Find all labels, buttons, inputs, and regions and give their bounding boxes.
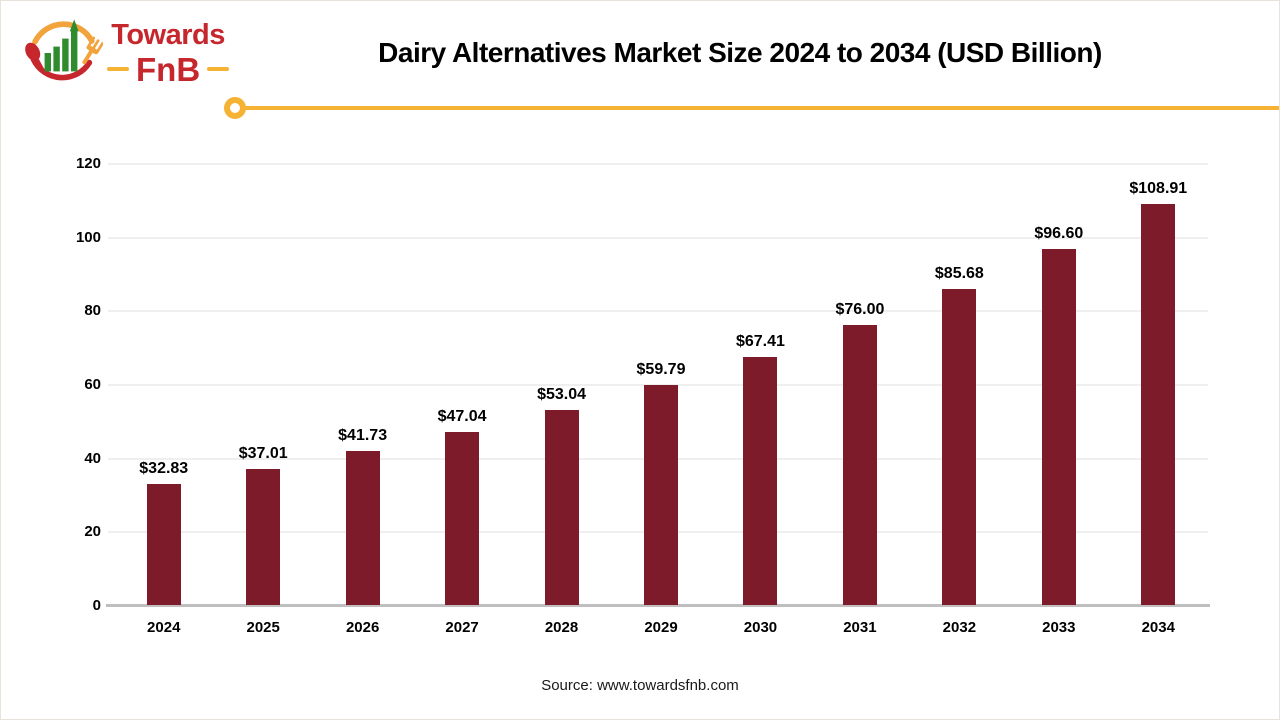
bar-value-label-2030: $67.41 bbox=[735, 332, 785, 350]
y-axis-tick-20: 20 bbox=[84, 523, 101, 541]
chart-title: Dairy Alternatives Market Size 2024 to 2… bbox=[378, 37, 1102, 68]
logo-name-fnb: FnB bbox=[136, 50, 201, 88]
bar-value-label-2032: $85.68 bbox=[934, 265, 984, 283]
logo-wordmark: Towards FnB bbox=[107, 18, 230, 88]
gridline-120 bbox=[108, 163, 1208, 165]
x-axis-tick-2028: 2028 bbox=[544, 619, 579, 636]
bar-value-label-2028: $53.04 bbox=[537, 385, 586, 403]
bar-2028 bbox=[544, 409, 579, 605]
y-axis-tick-100: 100 bbox=[75, 228, 101, 246]
x-axis-tick-2025: 2025 bbox=[246, 619, 280, 636]
divider-ring-icon bbox=[224, 97, 246, 119]
bar-value-label-2029: $59.79 bbox=[636, 360, 686, 378]
x-axis-tick-2030: 2030 bbox=[743, 619, 778, 636]
towards-fnb-logo-icon bbox=[25, 19, 103, 81]
bar-2024 bbox=[146, 484, 181, 605]
y-axis-tick-40: 40 bbox=[84, 449, 101, 467]
x-axis-tick-2031: 2031 bbox=[843, 619, 877, 636]
bar-value-label-2024: $32.83 bbox=[139, 460, 189, 478]
bar-value-label-2025: $37.01 bbox=[238, 444, 288, 462]
bar-value-label-2033: $96.60 bbox=[1034, 225, 1084, 243]
bar-2034 bbox=[1141, 203, 1176, 605]
bar-2033 bbox=[1041, 249, 1076, 605]
bar-2030 bbox=[743, 356, 778, 605]
logo-name-line2: FnB bbox=[107, 50, 230, 88]
divider-line bbox=[242, 106, 1279, 110]
logo-dash-right bbox=[207, 67, 230, 71]
x-axis-tick-2026: 2026 bbox=[345, 619, 380, 636]
bar-value-label-2034: $108.91 bbox=[1129, 179, 1188, 197]
logo-name-line1: Towards bbox=[111, 18, 225, 51]
bar-2027 bbox=[445, 431, 480, 605]
x-axis-tick-2029: 2029 bbox=[644, 619, 678, 636]
gridline-80 bbox=[108, 310, 1208, 313]
y-axis-tick-120: 120 bbox=[75, 155, 101, 172]
y-axis-tick-0: 0 bbox=[92, 597, 101, 614]
bar-2029 bbox=[644, 384, 678, 605]
bar-2026 bbox=[345, 451, 380, 605]
x-axis-tick-2024: 2024 bbox=[147, 619, 181, 636]
bar-2032 bbox=[942, 289, 977, 605]
towards-fnb-logo: Towards FnB bbox=[23, 13, 230, 93]
bar-value-label-2026: $41.73 bbox=[338, 427, 388, 445]
logo-dash-left bbox=[107, 67, 129, 71]
x-axis-tick-2027: 2027 bbox=[445, 619, 479, 636]
x-axis-tick-2032: 2032 bbox=[942, 619, 977, 636]
y-axis-tick-80: 80 bbox=[84, 302, 101, 320]
bar-2031 bbox=[842, 325, 877, 605]
bar-value-label-2031: $76.00 bbox=[835, 301, 885, 319]
x-axis-tick-2033: 2033 bbox=[1042, 619, 1076, 636]
x-axis-line bbox=[106, 604, 1210, 607]
bar-value-label-2027: $47.04 bbox=[437, 407, 487, 425]
bar-2025 bbox=[246, 468, 281, 605]
y-axis-tick-60: 60 bbox=[84, 376, 101, 393]
source-note: Source: www.towardsfnb.com bbox=[541, 677, 739, 694]
x-axis-tick-2034: 2034 bbox=[1141, 619, 1175, 636]
plot-area: 0 20 40 60 80 100 120 $32.83 2024 $37.01 2025 $41.7… bbox=[76, 155, 1210, 636]
gridline-100 bbox=[108, 236, 1208, 239]
